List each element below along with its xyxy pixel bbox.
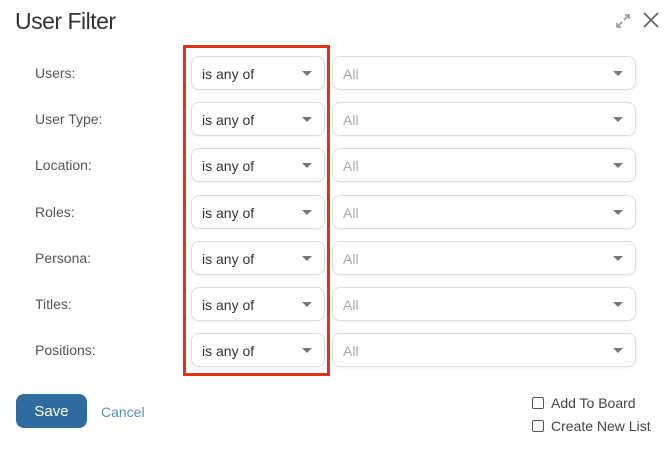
operator-value: is any of (202, 158, 255, 175)
filter-label: Titles: (35, 296, 72, 312)
checkbox-icon[interactable] (532, 397, 544, 409)
value-select[interactable]: All (332, 102, 636, 137)
caret-down-icon (302, 348, 312, 354)
value-text: All (343, 343, 359, 360)
caret-down-icon (613, 163, 623, 169)
caret-down-icon (613, 302, 623, 307)
filter-label: Persona: (35, 249, 92, 266)
close-icon[interactable] (641, 10, 661, 30)
add-to-board-checkbox[interactable]: Add To Board (532, 395, 636, 411)
caret-down-icon (613, 255, 623, 261)
operator-select[interactable]: is any of (191, 148, 325, 183)
value-select[interactable]: All (332, 194, 636, 229)
filter-row: Persona: is any of All (0, 240, 670, 277)
value-select[interactable]: All (332, 287, 636, 321)
caret-down-icon (302, 163, 312, 169)
expand-icon[interactable] (614, 12, 632, 30)
value-text: All (343, 66, 359, 82)
highlight-box (183, 45, 330, 376)
cancel-link[interactable]: Cancel (101, 404, 145, 420)
value-select[interactable]: All (332, 333, 636, 368)
operator-select[interactable]: is any of (191, 240, 325, 275)
checkbox-icon[interactable] (532, 420, 544, 432)
operator-value: is any of (202, 66, 255, 82)
filter-label: Users: (35, 65, 76, 81)
filter-label: Roles: (35, 203, 75, 220)
value-select[interactable]: All (332, 148, 636, 183)
create-new-list-checkbox[interactable]: Create New List (532, 418, 651, 434)
operator-value: is any of (202, 112, 255, 129)
operator-value: is any of (202, 204, 255, 221)
operator-select[interactable]: is any of (191, 333, 325, 368)
caret-down-icon (613, 117, 623, 123)
filter-row: User Type: is any of All (0, 102, 670, 138)
checkbox-label: Create New List (551, 418, 651, 434)
checkbox-label: Add To Board (551, 395, 636, 411)
filter-label: Location: (35, 157, 92, 174)
operator-value: is any of (202, 343, 255, 360)
value-select[interactable]: All (332, 240, 636, 275)
operator-select[interactable]: is any of (191, 287, 325, 321)
filter-row: Titles: is any of All (0, 287, 670, 323)
filter-row: Roles: is any of All (0, 194, 670, 231)
value-text: All (343, 250, 359, 267)
caret-down-icon (613, 209, 623, 215)
filter-label: Positions: (35, 342, 96, 359)
value-select[interactable]: All (332, 56, 636, 90)
value-text: All (343, 204, 359, 221)
caret-down-icon (302, 117, 312, 123)
dialog-title: User Filter (15, 8, 116, 34)
value-text: All (343, 112, 359, 129)
filter-row: Users: is any of All (0, 56, 670, 92)
caret-down-icon (302, 302, 312, 307)
operator-select[interactable]: is any of (191, 194, 325, 229)
operator-value: is any of (202, 250, 255, 267)
operator-select[interactable]: is any of (191, 102, 325, 137)
filter-row: Positions: is any of All (0, 333, 670, 369)
caret-down-icon (302, 71, 312, 76)
caret-down-icon (302, 209, 312, 215)
filter-label: User Type: (35, 111, 103, 128)
operator-value: is any of (202, 297, 255, 313)
caret-down-icon (613, 71, 623, 76)
save-button[interactable]: Save (16, 394, 87, 428)
value-text: All (343, 158, 359, 175)
value-text: All (343, 297, 359, 313)
caret-down-icon (613, 348, 623, 354)
filter-row: Location: is any of All (0, 148, 670, 184)
caret-down-icon (302, 255, 312, 261)
operator-select[interactable]: is any of (191, 56, 325, 90)
